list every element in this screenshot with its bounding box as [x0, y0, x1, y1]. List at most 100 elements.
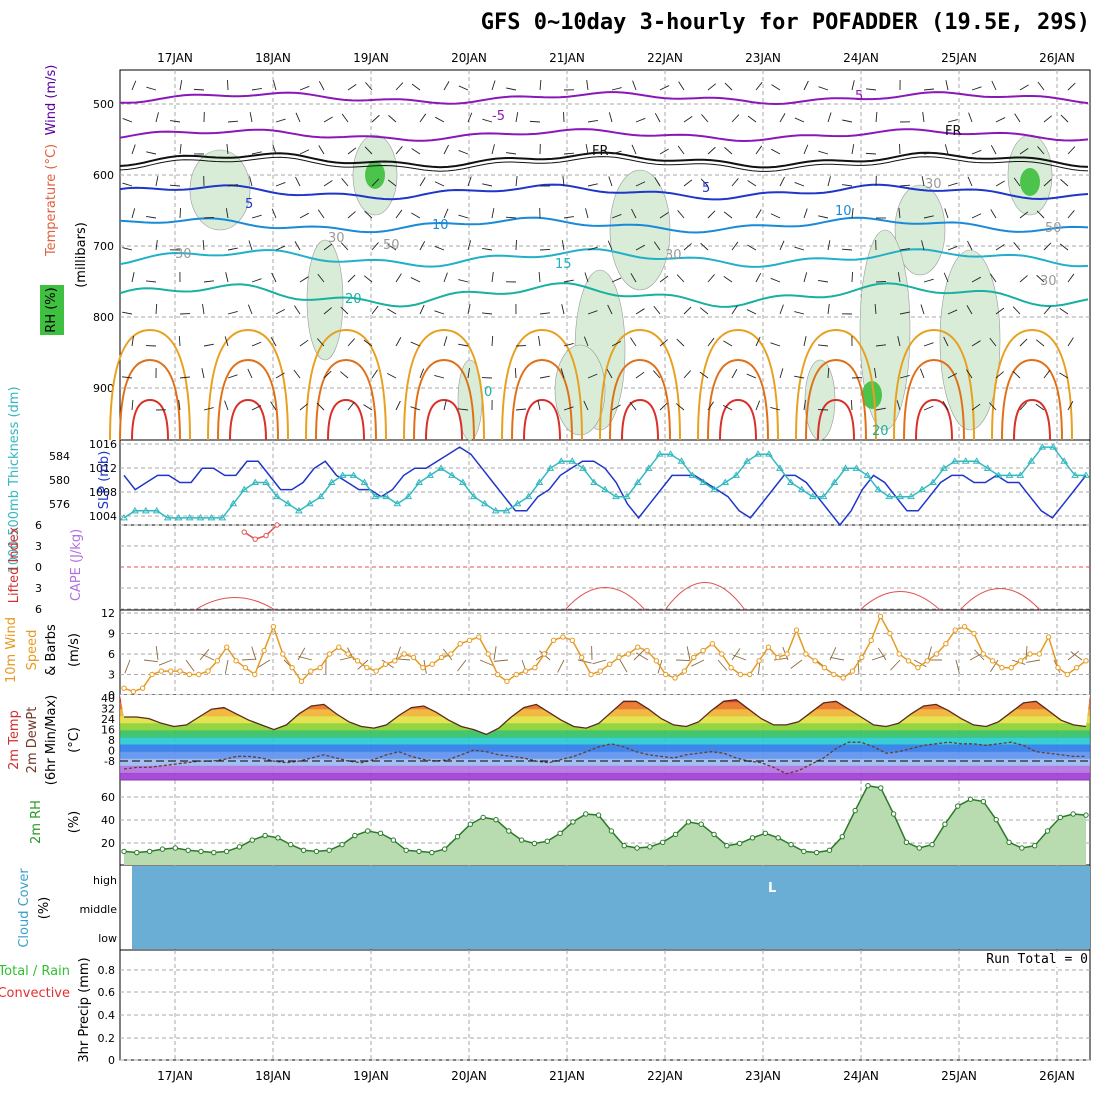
- wind-barb: [560, 368, 565, 379]
- wind-barb-10m: [251, 646, 257, 661]
- wind-speed-line-point: [578, 654, 585, 661]
- wind-barb-10m: [974, 649, 985, 661]
- wind-barb: [272, 80, 277, 91]
- wind-barb: [340, 306, 349, 315]
- wind-barb: [146, 151, 157, 155]
- wind-barb: [146, 86, 157, 91]
- wind-barb-10m: [619, 659, 628, 673]
- wind-barb: [851, 144, 855, 155]
- wind-barb: [707, 210, 716, 219]
- wind-barb: [272, 144, 277, 155]
- wind-barb: [561, 304, 565, 315]
- wind-barb: [458, 279, 469, 283]
- wind-barb: [387, 243, 397, 251]
- wind-barb: [1019, 211, 1029, 219]
- wind-barb: [746, 309, 757, 315]
- wind-barb: [515, 112, 519, 123]
- wind-barb: [514, 367, 517, 379]
- thickness-line-point: [710, 485, 719, 493]
- surface-temp-contour: [413, 358, 475, 441]
- wind-barb: [467, 240, 472, 251]
- wind-barb: [323, 180, 333, 187]
- wind-barb: [363, 404, 373, 411]
- wind-speed-line-point: [513, 671, 519, 678]
- thickness-line-point: [448, 471, 456, 478]
- wind-tick-label: 3: [108, 669, 115, 682]
- wind-barb: [683, 243, 692, 251]
- temp-band: [120, 758, 1090, 767]
- wind-barb: [723, 275, 733, 283]
- rh-line-point: [801, 848, 807, 855]
- wind-barb: [920, 304, 925, 315]
- wind-speed-line-point: [158, 668, 165, 674]
- wind-barb: [659, 402, 668, 411]
- wind-barb: [746, 373, 757, 379]
- temp-tick-label: 40: [101, 692, 115, 705]
- cloud-tick-label: high: [93, 874, 117, 887]
- wind-barb: [584, 272, 589, 283]
- wind-barb: [611, 150, 622, 155]
- surface-temp-contour: [599, 328, 681, 441]
- wind-barb: [659, 339, 668, 347]
- cape-tick-label: 6: [35, 519, 42, 532]
- wind-tick-label: 9: [108, 628, 115, 641]
- wind-barb: [755, 272, 762, 283]
- date-label-top: 17JAN: [157, 51, 193, 65]
- rh-line-point: [557, 830, 563, 836]
- wind-barb: [631, 208, 637, 219]
- wind-barb: [608, 176, 613, 187]
- cloud-unit-label: (%): [37, 897, 52, 920]
- rh-line-point: [660, 839, 666, 846]
- rh-line-point: [570, 819, 576, 825]
- thickness-line-point: [535, 478, 544, 485]
- wind-speed-line-point: [233, 658, 239, 664]
- rh-line-point: [352, 832, 358, 839]
- cloud-tick-label: middle: [79, 903, 117, 916]
- wind-barb: [299, 212, 309, 219]
- wind-barb: [700, 242, 709, 251]
- slp-tick-label: 1008: [89, 486, 117, 499]
- thickness-line-point: [524, 492, 533, 500]
- wind-barb: [371, 369, 378, 379]
- rh-line-point: [531, 840, 538, 847]
- thickness-line-point: [295, 506, 303, 514]
- wind-barb: [707, 146, 716, 155]
- rh-line-point: [672, 831, 679, 838]
- rh-line-point: [288, 841, 294, 848]
- wind-speed-line-point: [1073, 664, 1080, 671]
- wind-barb: [515, 408, 526, 411]
- wind-barb: [629, 401, 637, 411]
- wind-barb: [539, 80, 542, 91]
- wind-speed-line-point: [653, 658, 660, 664]
- wind-speed-line-point: [877, 613, 884, 620]
- contour-label: 5: [702, 181, 710, 196]
- wind-barb: [875, 112, 878, 123]
- wind-speed-line-point: [775, 654, 781, 661]
- rh-line-point: [621, 843, 627, 849]
- thickness-line-point: [120, 513, 128, 521]
- rh-line-point: [236, 844, 243, 850]
- dewpt-line: [123, 741, 1086, 775]
- wind-barb: [131, 336, 134, 347]
- wind-barb: [317, 209, 325, 219]
- thickness-line-point: [349, 471, 358, 478]
- thickness-line-point: [666, 450, 675, 457]
- wind-barb: [731, 114, 740, 123]
- wind-barb-10m: [691, 659, 705, 667]
- wind-barb: [251, 278, 262, 283]
- temp-line: [124, 699, 1087, 736]
- lifted-index-arc: [859, 591, 941, 611]
- wind-barb: [971, 276, 981, 283]
- wind-barb: [491, 208, 495, 219]
- temp-contour-5: [119, 183, 1089, 201]
- wind-barb: [227, 184, 238, 187]
- wind-barb: [755, 145, 763, 155]
- wind-speed-line-point: [130, 688, 137, 695]
- cloud-axis-label: Cloud Cover: [17, 868, 32, 948]
- wind-barb: [731, 305, 738, 315]
- thickness-line-point: [786, 478, 795, 485]
- rh-line-point: [339, 841, 345, 848]
- wind-barb: [323, 307, 332, 315]
- precip-tick-label: 0.8: [98, 964, 116, 977]
- wind-barb: [947, 119, 958, 123]
